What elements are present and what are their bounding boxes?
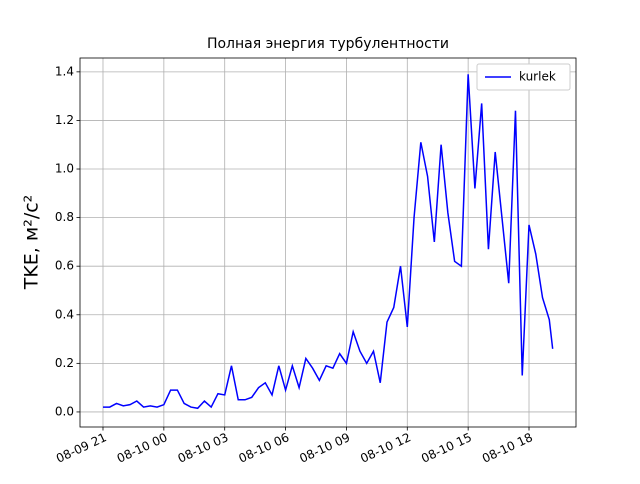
y-tick-label: 1.0 (55, 162, 74, 176)
chart-title: Полная энергия турбулентности (207, 36, 449, 52)
y-axis-label: TKE, м²/с² (21, 195, 43, 291)
legend-box (476, 63, 571, 91)
plot-frame (79, 57, 577, 428)
y-tick-label: 1.2 (55, 113, 74, 127)
y-tick-label: 0.2 (55, 356, 74, 370)
y-tick-label: 0.8 (55, 210, 74, 224)
y-tick-label: 0.4 (55, 307, 74, 321)
y-tick-label: 1.4 (55, 64, 74, 78)
y-tick-label: 0.0 (55, 404, 74, 418)
y-tick-label: 0.6 (55, 259, 74, 273)
legend-label: kurlek (519, 70, 556, 84)
data-line (102, 74, 554, 410)
